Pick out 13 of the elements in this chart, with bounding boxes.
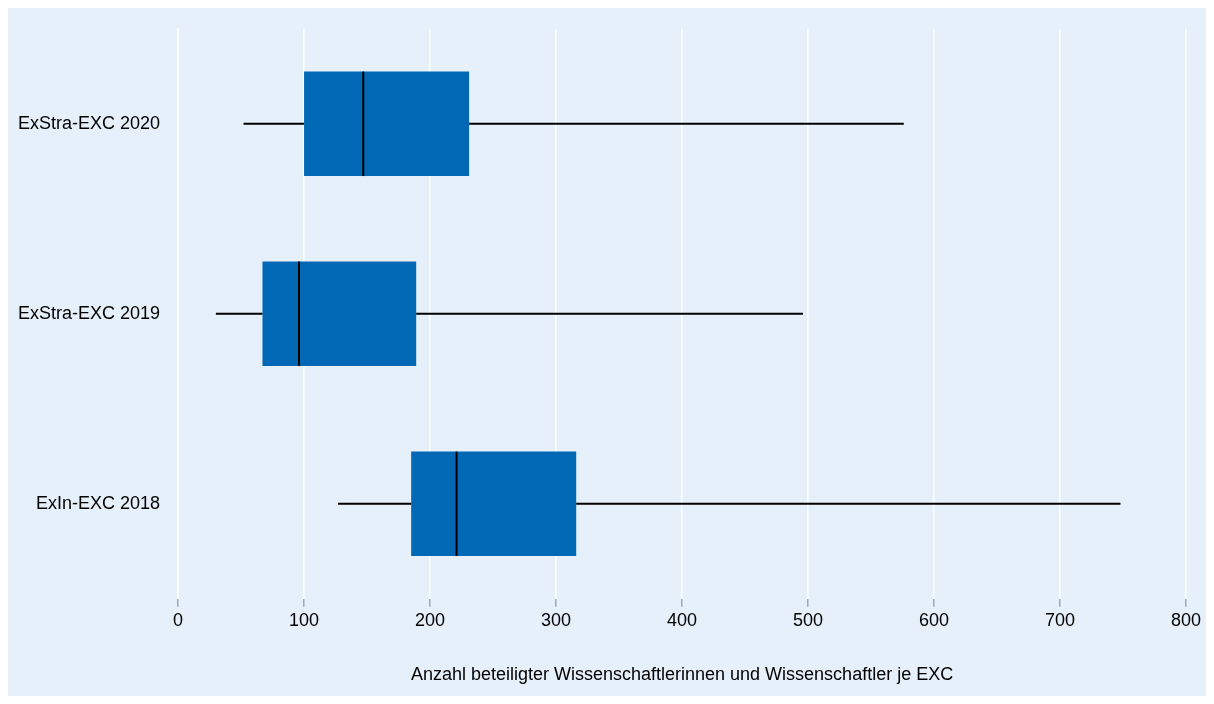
y-tick-label: ExStra-EXC 2019 — [17, 302, 161, 323]
x-tick-label: 300 — [541, 609, 572, 630]
x-tick-label: 100 — [289, 609, 320, 630]
x-tick-label: 600 — [918, 609, 950, 630]
x-axis-title: Anzahl beteiligter Wissenschaftlerinnen und Wissenschaftler je EXC — [410, 664, 954, 685]
x-tick-label: 700 — [1044, 609, 1076, 630]
x-tick-label: 400 — [667, 609, 698, 630]
x-tick-label: 0 — [173, 609, 184, 630]
y-tick-label: ExStra-EXC 2020 — [17, 112, 161, 133]
x-tick-label: 800 — [1170, 609, 1202, 630]
y-tick-label: ExIn-EXC 2018 — [35, 492, 161, 513]
x-tick-label: 500 — [793, 609, 824, 630]
x-tick-label: 200 — [415, 609, 446, 630]
